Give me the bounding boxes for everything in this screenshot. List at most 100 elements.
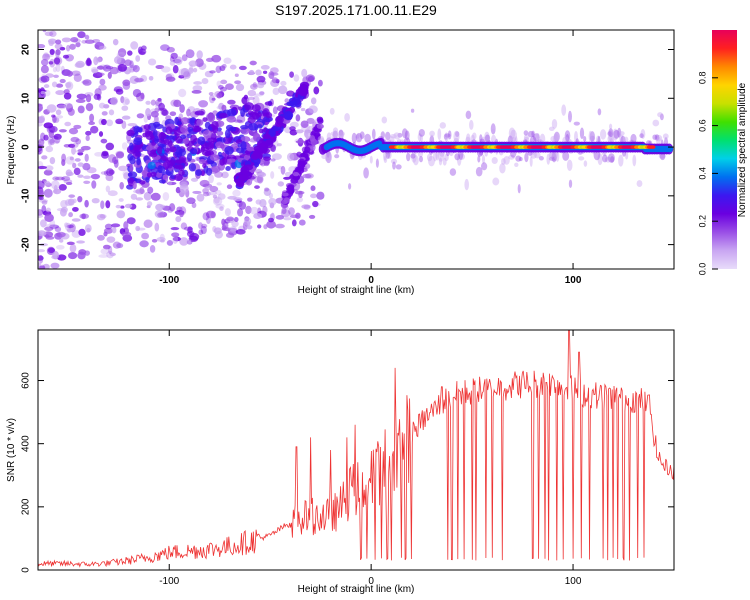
spectral-blob — [209, 154, 220, 162]
spectral-blob — [304, 146, 311, 154]
spectral-blob — [167, 160, 173, 169]
spectral-blob — [197, 136, 206, 145]
spectral-blob — [135, 188, 146, 195]
spectral-blob — [179, 157, 185, 163]
spectral-blob — [103, 244, 111, 250]
spectral-blob — [200, 225, 207, 235]
spectral-blob — [229, 64, 237, 70]
spectral-blob — [115, 118, 124, 124]
spectral-blob — [234, 217, 239, 222]
spectral-blob — [59, 78, 66, 84]
spectral-blob — [466, 133, 471, 144]
spectral-blob — [40, 90, 46, 95]
spectral-blob — [38, 209, 44, 216]
spectral-blob — [248, 122, 258, 131]
spectral-blob — [68, 143, 76, 148]
spectral-blob — [41, 155, 48, 160]
spectral-blob — [150, 171, 157, 177]
spectral-blob — [173, 164, 184, 170]
spectral-blob — [82, 79, 92, 86]
spectral-blob — [240, 165, 250, 175]
spectral-blob — [418, 129, 425, 137]
spectral-blob — [63, 102, 73, 109]
spectral-blob — [196, 119, 204, 126]
spectral-blob — [157, 98, 162, 102]
spectral-blob — [636, 180, 643, 188]
spectral-blob — [290, 177, 299, 184]
spectral-blob — [406, 152, 411, 162]
spectral-blob — [503, 155, 510, 165]
spectral-blob — [75, 138, 82, 145]
spectral-blob — [481, 136, 487, 143]
spectral-blob — [548, 126, 555, 131]
spectral-blob — [66, 171, 74, 176]
spectral-blob — [188, 67, 194, 74]
spectral-blob — [652, 119, 660, 127]
spectral-blob — [43, 122, 54, 129]
spectral-blob — [48, 61, 54, 65]
spectral-blob — [202, 117, 208, 123]
spectral-blob — [154, 222, 160, 232]
spectral-blob — [602, 154, 608, 163]
spectral-blob — [364, 133, 371, 143]
spectral-blob — [604, 156, 612, 163]
spectral-blob — [180, 222, 188, 230]
spectral-blob — [449, 168, 457, 176]
spectral-blob — [143, 219, 153, 228]
spectral-blob — [508, 154, 515, 160]
spectral-blob — [464, 178, 469, 191]
spectral-blob — [75, 98, 86, 103]
spectral-blob — [289, 126, 296, 131]
spectral-blob — [401, 128, 408, 139]
spectral-blob — [66, 224, 74, 229]
spectral-blob — [38, 249, 46, 253]
spectral-blob — [193, 125, 202, 132]
spectral-blob — [174, 173, 183, 182]
spectral-blob — [219, 86, 227, 92]
spectral-blob — [82, 162, 91, 171]
spectral-blob — [397, 132, 403, 138]
spectral-blob — [65, 156, 75, 165]
spectral-blob — [325, 151, 332, 164]
spectral-blob — [491, 128, 496, 134]
spectral-blob — [95, 57, 102, 63]
spectral-blob — [71, 218, 81, 222]
spectral-blob — [137, 227, 146, 231]
spectral-blob — [191, 89, 202, 94]
spectral-blob — [104, 170, 109, 176]
spectral-blob — [99, 45, 107, 50]
spectral-blob — [175, 216, 182, 223]
spectral-blob — [293, 74, 300, 82]
spectral-blob — [49, 138, 55, 146]
spectral-blob — [325, 150, 332, 161]
spectral-blob — [55, 90, 65, 96]
spectral-blob — [211, 54, 222, 63]
spectral-blob — [262, 70, 268, 75]
spectral-blob — [169, 60, 176, 66]
spectral-blob — [344, 112, 350, 122]
spectral-blob — [127, 171, 138, 179]
spectral-blob — [45, 145, 54, 153]
spectral-blob — [296, 196, 304, 203]
spectral-blob — [442, 157, 447, 166]
spectral-blob — [600, 129, 607, 140]
spectral-blob — [43, 169, 53, 176]
spectral-blob — [47, 138, 53, 147]
colorbar-gradient — [712, 30, 737, 269]
spectral-blob — [588, 130, 593, 142]
spectral-blob — [182, 137, 190, 145]
spectral-blob — [217, 193, 226, 200]
spectral-blob — [138, 48, 147, 56]
spectral-blob — [477, 155, 481, 163]
spectral-blob — [99, 214, 107, 219]
spectral-blob — [77, 105, 85, 114]
spectral-blob — [308, 214, 316, 219]
spectral-blob — [380, 131, 385, 139]
spectral-blob — [201, 78, 209, 85]
spectral-blob — [179, 134, 187, 140]
spectral-blob — [469, 119, 474, 130]
spectral-blob — [609, 123, 613, 130]
y-tick-label: 200 — [21, 498, 32, 515]
spectral-blob — [268, 192, 274, 199]
